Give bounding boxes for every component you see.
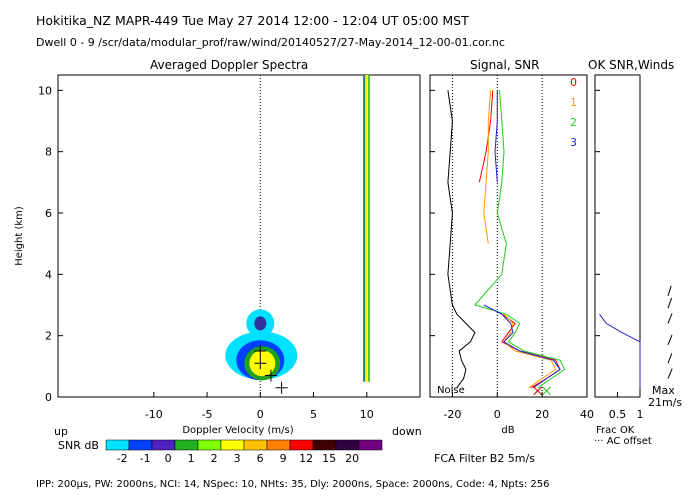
colorbar-swatch: [266, 439, 291, 451]
colorbar-swatch: [197, 439, 222, 451]
down-label: down: [392, 425, 422, 438]
colorbar-swatch: [312, 439, 337, 451]
signal-x-tick-label: 20: [535, 408, 549, 421]
snr-contours: [225, 75, 370, 394]
colorbar-swatch: [243, 439, 268, 451]
y-tick-label: 0: [45, 391, 52, 404]
colorbar-swatch: [105, 439, 130, 451]
ac-offset-label: ··· AC offset: [594, 436, 652, 447]
colorbar-tick-label: 2: [211, 452, 218, 465]
signal-title: Signal, SNR: [470, 58, 540, 72]
x-tick-label: -5: [202, 408, 213, 421]
y-tick-label: 6: [45, 207, 52, 220]
colorbar-tick-label: 15: [322, 452, 336, 465]
winds-panel: 0.5 1: [594, 74, 673, 421]
colorbar-swatch: [174, 439, 199, 451]
wind-barb: [667, 368, 673, 379]
snr-cross-marker: [542, 386, 551, 396]
peak-marker: [254, 357, 267, 370]
colorbar-swatch: [289, 439, 314, 451]
peak-marker: [264, 369, 277, 382]
frac-ok-label: Frac OK: [596, 425, 635, 436]
y-tick-label: 4: [45, 268, 52, 281]
signal-x-tick-label: 0: [494, 408, 501, 421]
up-label: up: [54, 425, 68, 438]
radar-parameters: IPP: 200µs, PW: 2000ns, NCI: 14, NSpec: …: [36, 479, 550, 490]
header-title: Hokitika_NZ MAPR-449 Tue May 27 2014 12:…: [36, 13, 469, 28]
colorbar-swatch: [128, 439, 153, 451]
colorbar-tick-label: 9: [280, 452, 287, 465]
spectra-title: Averaged Doppler Spectra: [150, 58, 309, 72]
signal-x-tick-label: -20: [443, 408, 461, 421]
colorbar-swatch: [151, 439, 176, 451]
strip-core: [365, 75, 369, 382]
beam-legend-label: 1: [570, 96, 577, 109]
snr-db-label: SNR dB: [58, 439, 99, 452]
colorbar-tick-label: 1: [188, 452, 195, 465]
signal-line-beam-1: [483, 90, 557, 389]
winds-x-tick-label: 0.5: [609, 408, 627, 421]
colorbar-swatch: [335, 439, 360, 451]
header-file-path: Dwell 0 - 9 /scr/data/modular_prof/raw/w…: [36, 36, 505, 49]
wind-barb: [667, 334, 673, 346]
beam-legend: 0 1 2 3: [570, 76, 577, 149]
signal-x-label: dB: [501, 425, 514, 436]
x-axis-label: Doppler Velocity (m/s): [182, 425, 293, 436]
wind-barb: [667, 297, 673, 309]
winds-title: OK SNR,Winds: [588, 58, 675, 72]
winds-x-tick-label: 1: [637, 408, 644, 421]
signal-line-beam-0: [478, 90, 561, 389]
y-tick-label: 2: [45, 330, 52, 343]
colorbar-swatch: [220, 439, 245, 451]
wind-barb: [667, 313, 673, 324]
peak-marker: [275, 381, 288, 394]
colorbar-tick-label: 6: [257, 452, 264, 465]
colorbar-tick-label: 20: [345, 452, 359, 465]
wind-barb: [667, 285, 672, 296]
colorbar-tick-label: 3: [234, 452, 241, 465]
x-tick-label: 5: [310, 408, 317, 421]
x-tick-label: 10: [360, 408, 374, 421]
signal-x-tick-label: 40: [580, 408, 594, 421]
max-label: Max: [652, 384, 675, 397]
beam-legend-label: 0: [570, 76, 577, 89]
x-tick-label: -10: [145, 408, 163, 421]
peak-marker: [254, 345, 267, 357]
signal-line-beam-2: [474, 90, 566, 389]
snr-cross-marker: [533, 386, 543, 396]
max-wind-value: 21m/s: [648, 396, 683, 409]
snr-colorbar: -2 -1 0 1 2 3 6 9 12 15 20: [105, 439, 383, 465]
y-tick-label: 10: [38, 84, 52, 97]
noise-line: [447, 90, 476, 389]
y-axis-label: Height (km): [14, 206, 25, 266]
colorbar-tick-label: -2: [117, 452, 128, 465]
doppler-spectra-panel: 0 2 4 6 8 10 -10 -5 0 5 10 Height (km) Doppler Ve…: [14, 74, 421, 436]
wind-barb: [667, 353, 673, 364]
colorbar-tick-label: -1: [140, 452, 151, 465]
y-tick-label: 8: [45, 146, 52, 159]
colorbar-swatch: [358, 439, 383, 451]
beam-legend-label: 2: [570, 116, 577, 129]
fca-filter-label: FCA Filter B2 5m/s: [434, 452, 535, 465]
signal-snr-panel: -20 0 20 40 dB Noise: [429, 74, 594, 436]
beam-legend-label: 3: [570, 136, 577, 149]
signal-line-beam-3: [483, 90, 561, 389]
x-tick-label: 0: [257, 408, 264, 421]
noise-label: Noise: [437, 385, 465, 396]
colorbar-tick-label: 12: [299, 452, 313, 465]
colorbar-tick-label: 0: [165, 452, 172, 465]
contour-upper-core: [254, 316, 267, 331]
frac-ok-line: [599, 313, 641, 388]
